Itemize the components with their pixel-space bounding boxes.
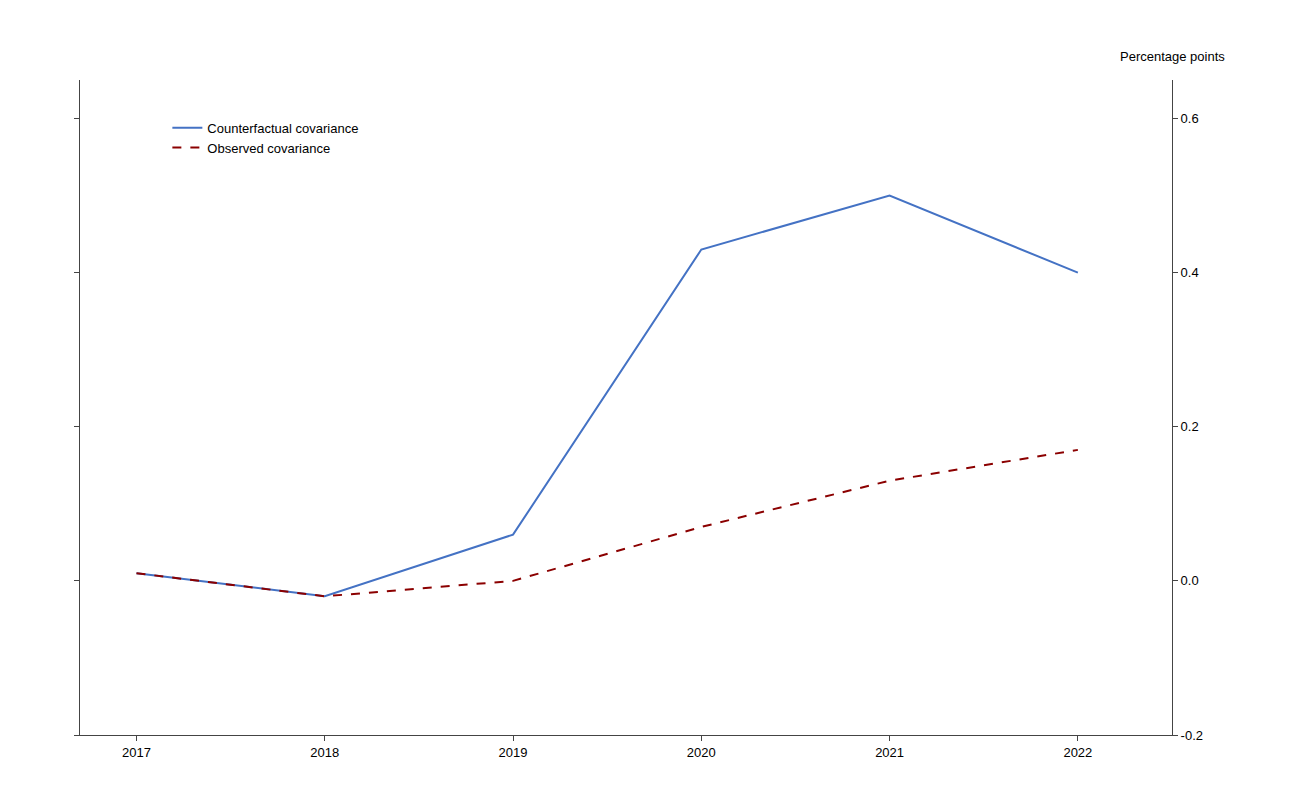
svg-text:2021: 2021 <box>875 745 904 760</box>
svg-text:2022: 2022 <box>1063 745 1092 760</box>
svg-text:Observed covariance: Observed covariance <box>207 141 330 156</box>
svg-text:0.4: 0.4 <box>1181 265 1199 280</box>
svg-text:2017: 2017 <box>122 745 151 760</box>
svg-text:-0.2: -0.2 <box>1181 728 1203 743</box>
svg-text:0.6: 0.6 <box>1181 111 1199 126</box>
svg-text:2019: 2019 <box>499 745 528 760</box>
svg-text:0.0: 0.0 <box>1181 573 1199 588</box>
svg-text:Percentage points: Percentage points <box>1120 49 1225 64</box>
svg-text:2020: 2020 <box>687 745 716 760</box>
svg-text:2018: 2018 <box>310 745 339 760</box>
svg-text:Counterfactual covariance: Counterfactual covariance <box>207 121 358 136</box>
svg-text:0.2: 0.2 <box>1181 419 1199 434</box>
